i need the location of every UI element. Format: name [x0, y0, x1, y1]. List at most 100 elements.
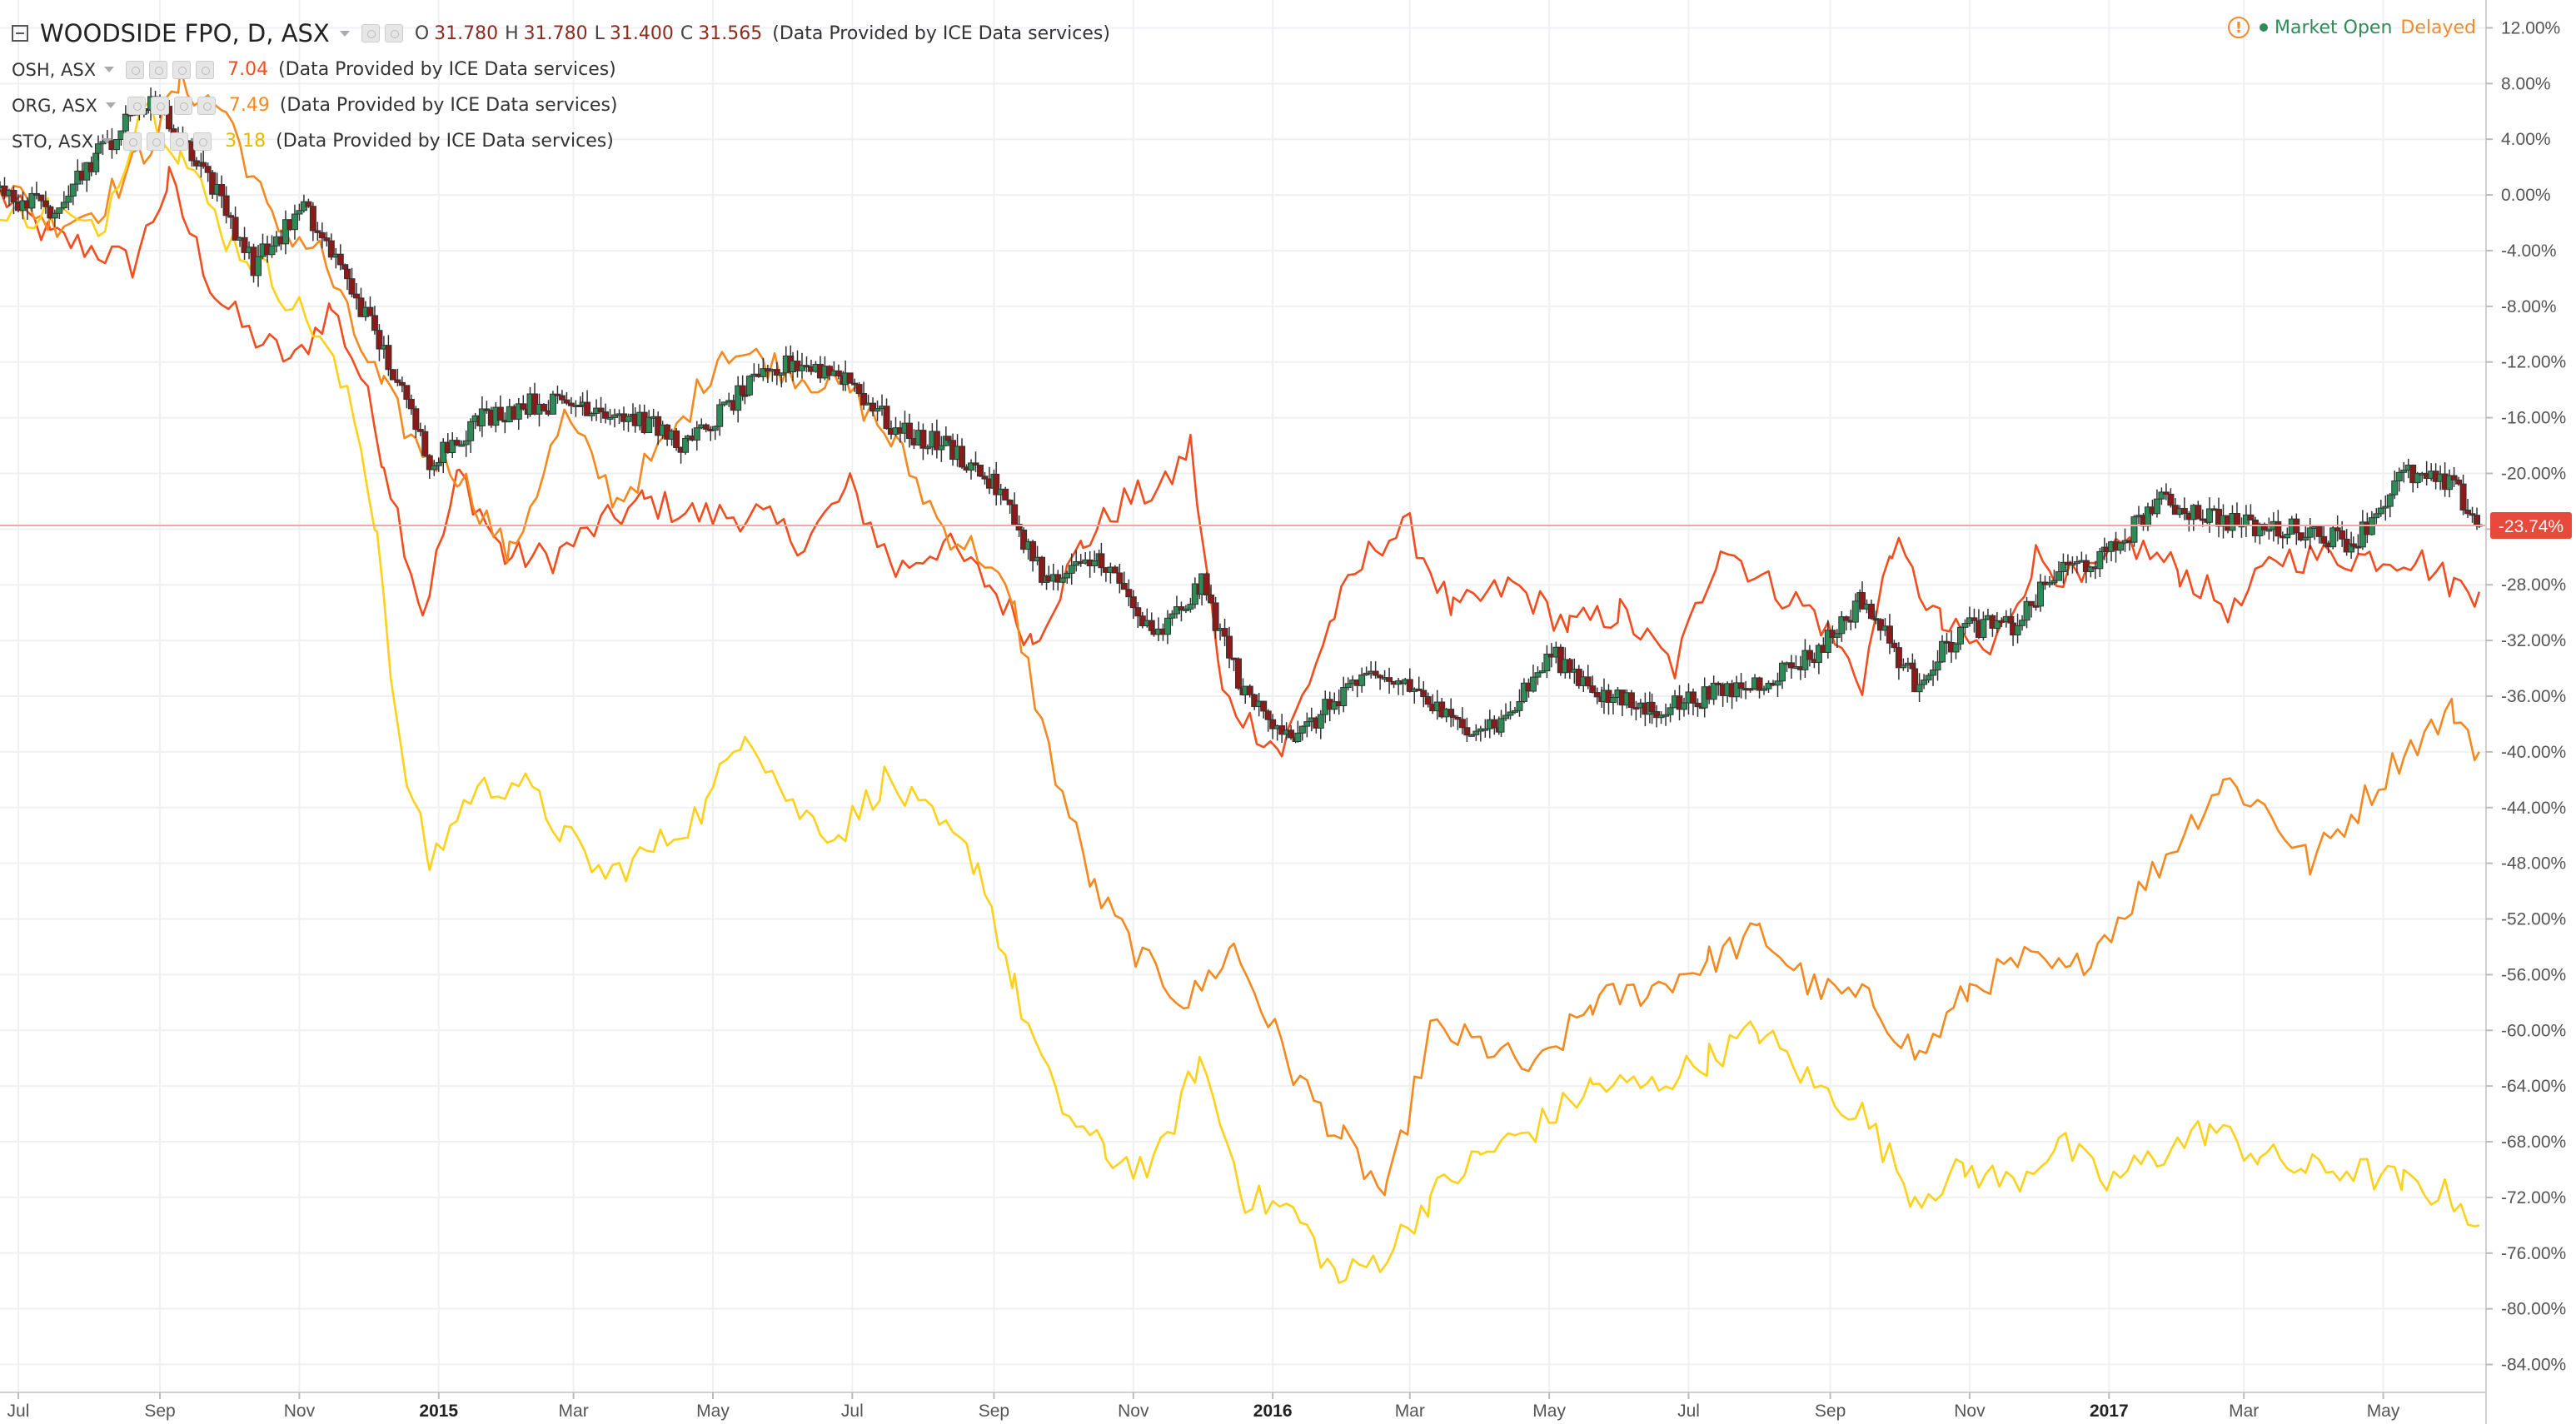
candle-body	[1269, 719, 1277, 729]
candle-body	[56, 207, 63, 214]
settings-icon[interactable]	[147, 132, 166, 151]
series-layer	[0, 67, 2483, 1284]
candle-body	[1039, 556, 1046, 583]
open-value: 31.780	[434, 22, 499, 44]
y-tick-label: -72.00%	[2501, 1188, 2566, 1207]
plus-icon[interactable]	[172, 60, 192, 79]
candle-body	[883, 406, 890, 430]
candle-body	[1386, 677, 1393, 682]
candle-body	[2275, 520, 2282, 537]
main-provider: (Data Provided by ICE Data services)	[772, 22, 1110, 44]
candle-body	[1221, 628, 1228, 637]
candle-body	[282, 219, 289, 245]
candle-body	[1511, 710, 1518, 713]
candle-body	[2087, 566, 2095, 573]
candle-body	[1833, 633, 1841, 638]
candle-body	[314, 230, 321, 233]
candle-body	[1627, 692, 1635, 709]
settings-icon[interactable]	[149, 60, 168, 79]
candle-body	[1746, 688, 1754, 691]
visibility-icon[interactable]	[127, 96, 146, 115]
close-icon[interactable]	[196, 60, 215, 79]
candle-body	[1939, 640, 1946, 663]
visibility-icon[interactable]	[361, 24, 380, 42]
candle-body	[467, 421, 475, 441]
org-symbol[interactable]: ORG, ASX	[12, 95, 97, 116]
candle-body	[2167, 493, 2175, 506]
x-tick-label: Mar	[559, 1402, 589, 1421]
candle-body	[773, 369, 780, 376]
chevron-down-icon[interactable]	[102, 138, 112, 144]
candle-body	[1952, 643, 1960, 653]
plus-icon[interactable]	[173, 96, 192, 115]
candle-body	[204, 166, 212, 173]
x-tick-label: Nov	[1118, 1402, 1149, 1421]
candle-body	[1264, 710, 1272, 720]
candle-body	[968, 462, 975, 471]
close-icon[interactable]	[193, 132, 212, 151]
candle-body	[449, 440, 456, 454]
candle-body	[1449, 714, 1457, 719]
candle-body	[1516, 700, 1523, 711]
candle-body	[407, 399, 415, 410]
candle-body	[1116, 572, 1124, 584]
chevron-down-icon[interactable]	[105, 102, 116, 108]
candle-body	[981, 475, 989, 480]
candle-body	[1372, 670, 1379, 676]
plus-icon[interactable]	[170, 132, 189, 151]
last-value-label: -23.74%	[2499, 517, 2564, 536]
candle-body	[1260, 700, 1268, 712]
price-axis[interactable]: 12.00% 8.00% 4.00% 0.00% -4.00% -8.00% -12.00%…	[2486, 18, 2566, 1375]
x-tick-label: Mar	[2229, 1402, 2259, 1421]
candle-body	[2377, 507, 2384, 515]
chevron-down-icon[interactable]	[104, 67, 115, 72]
candle-body	[1867, 603, 1875, 620]
candle-body	[1491, 719, 1498, 729]
candle-body	[1068, 565, 1075, 574]
candle-body	[1015, 524, 1023, 530]
candle-body	[352, 293, 360, 299]
close-icon[interactable]	[197, 96, 216, 115]
candle-body	[735, 385, 742, 411]
settings-icon[interactable]	[384, 24, 403, 42]
candle-body	[327, 240, 335, 258]
candle-body	[389, 369, 396, 381]
candle-body	[563, 399, 571, 404]
time-axis[interactable]: Jul Sep Nov 2015 Mar May Jul Sep Nov 2016 Mar May Ju…	[7, 1392, 2400, 1421]
x-tick-label: Mar	[1395, 1402, 1425, 1421]
candle-body	[218, 184, 226, 197]
visibility-icon[interactable]	[126, 60, 145, 79]
sto-provider: (Data Provided by ICE Data services)	[276, 131, 614, 152]
candle-body	[112, 139, 120, 151]
candle-body	[37, 194, 45, 202]
candle-body	[2019, 620, 2026, 626]
candle-body	[1662, 714, 1670, 717]
candle-body	[2162, 491, 2170, 495]
series-line-org	[0, 67, 2480, 1197]
candle-body	[711, 426, 719, 431]
candle-body	[10, 190, 17, 203]
candle-body	[309, 206, 316, 232]
series-line-osh	[0, 166, 2481, 758]
candle-body	[2339, 530, 2346, 540]
sto-symbol[interactable]: STO, ASX	[12, 131, 94, 152]
collapse-icon[interactable]	[12, 25, 28, 42]
settings-icon[interactable]	[150, 96, 169, 115]
candle-body	[1120, 582, 1128, 590]
main-symbol[interactable]: WOODSIDE FPO, D, ASX	[40, 19, 330, 47]
warning-icon[interactable]: !	[2228, 17, 2250, 38]
close-label: C	[680, 22, 694, 44]
candle-body	[905, 422, 913, 440]
candle-body	[2153, 498, 2160, 515]
candle-body	[611, 414, 619, 418]
candle-body	[1424, 696, 1432, 705]
candle-body	[2334, 527, 2341, 531]
chevron-down-icon[interactable]	[339, 30, 350, 37]
candle-body	[32, 192, 40, 196]
candle-body	[1842, 616, 1850, 621]
candle-body	[2320, 535, 2328, 544]
osh-symbol[interactable]: OSH, ASX	[12, 59, 97, 80]
visibility-icon[interactable]	[123, 132, 142, 151]
candle-body	[2455, 479, 2463, 485]
